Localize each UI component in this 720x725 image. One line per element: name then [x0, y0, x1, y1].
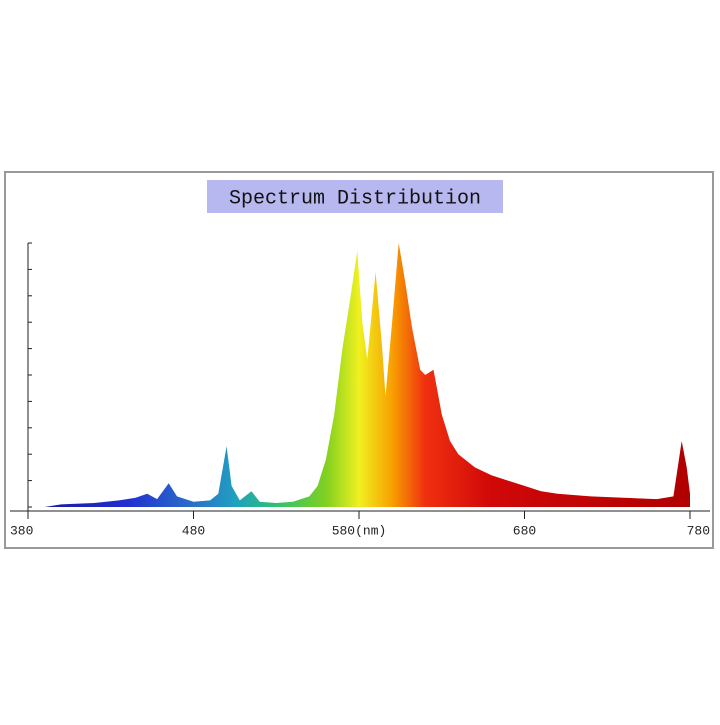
x-tick-label: 380: [10, 523, 33, 538]
spectrum-area: [44, 243, 690, 507]
x-tick-label: 780: [687, 523, 710, 538]
title-box: [207, 180, 503, 213]
x-tick-label: 480: [182, 523, 205, 538]
x-tick-label: 580(nm): [332, 523, 387, 538]
chart-title: Spectrum Distribution: [229, 187, 481, 210]
x-tick-label: 680: [513, 523, 536, 538]
